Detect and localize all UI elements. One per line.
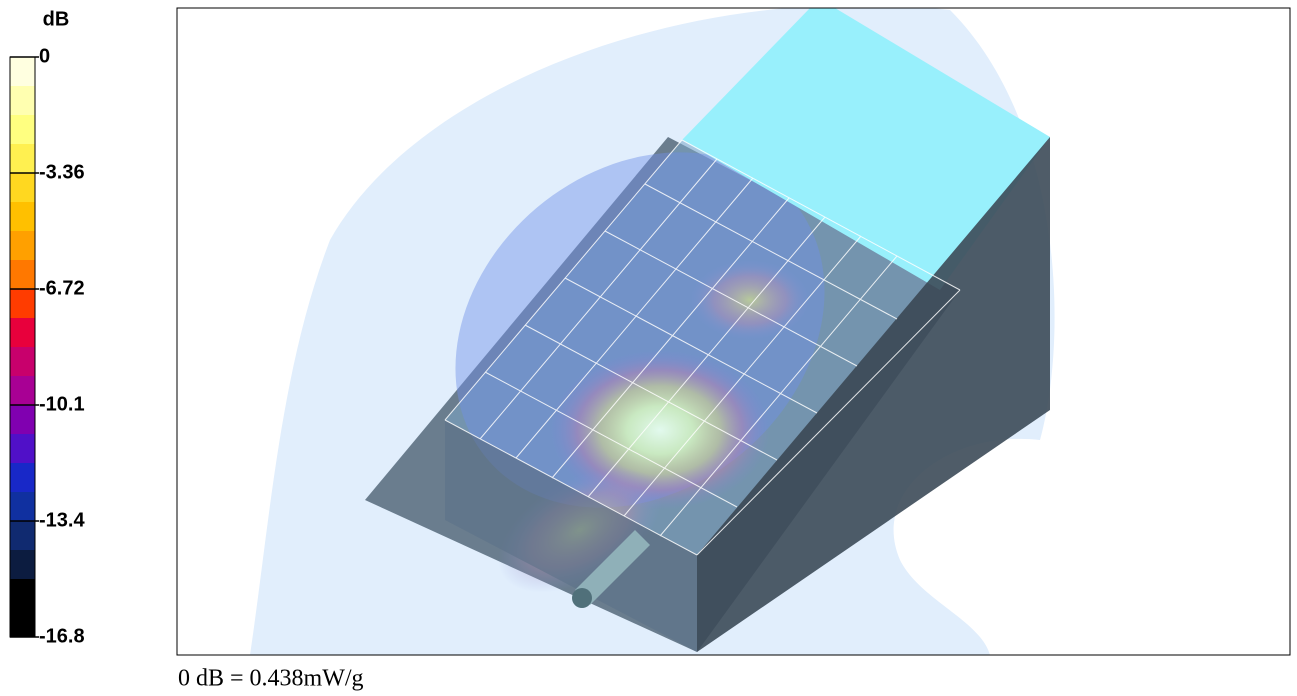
colorbar-tick-label: -3.36 xyxy=(39,161,85,183)
colorbar-band xyxy=(10,57,35,87)
sar-view: 0 -3.36 -6.72 -10.1 -13.4 -16.8 dB 0 dB = 0.4… xyxy=(0,0,1297,696)
colorbar-band xyxy=(10,550,35,580)
colorbar-tick-label: -10.1 xyxy=(39,393,85,415)
colorbar-band xyxy=(10,260,35,290)
field-hotspot xyxy=(690,260,810,340)
page: 0 -3.36 -6.72 -10.1 -13.4 -16.8 dB 0 dB = 0.4… xyxy=(0,0,1297,696)
colorbar-title: dB xyxy=(43,8,70,30)
colorbar-tick-label: -16.8 xyxy=(39,625,85,647)
colorbar-band xyxy=(10,347,35,377)
antenna-end xyxy=(572,588,592,608)
colorbar-band xyxy=(10,434,35,464)
colorbar-band xyxy=(10,463,35,493)
colorbar: 0 -3.36 -6.72 -10.1 -13.4 -16.8 xyxy=(10,45,85,647)
colorbar-band xyxy=(10,173,35,203)
caption: 0 dB = 0.438mW/g xyxy=(178,666,364,692)
colorbar-band xyxy=(10,202,35,232)
colorbar-band xyxy=(10,492,35,522)
colorbar-band xyxy=(10,405,35,435)
colorbar-band xyxy=(10,318,35,348)
scene xyxy=(250,5,1055,655)
colorbar-band xyxy=(10,289,35,319)
colorbar-band xyxy=(10,231,35,261)
colorbar-band xyxy=(10,521,35,551)
colorbar-band xyxy=(10,115,35,145)
colorbar-tick-label: -13.4 xyxy=(39,509,85,531)
colorbar-band xyxy=(10,144,35,174)
colorbar-band xyxy=(10,608,35,638)
colorbar-band xyxy=(10,376,35,406)
colorbar-band xyxy=(10,86,35,116)
colorbar-tick-label: -6.72 xyxy=(39,277,85,299)
colorbar-tick-label: 0 xyxy=(39,45,50,67)
colorbar-band xyxy=(10,579,35,609)
